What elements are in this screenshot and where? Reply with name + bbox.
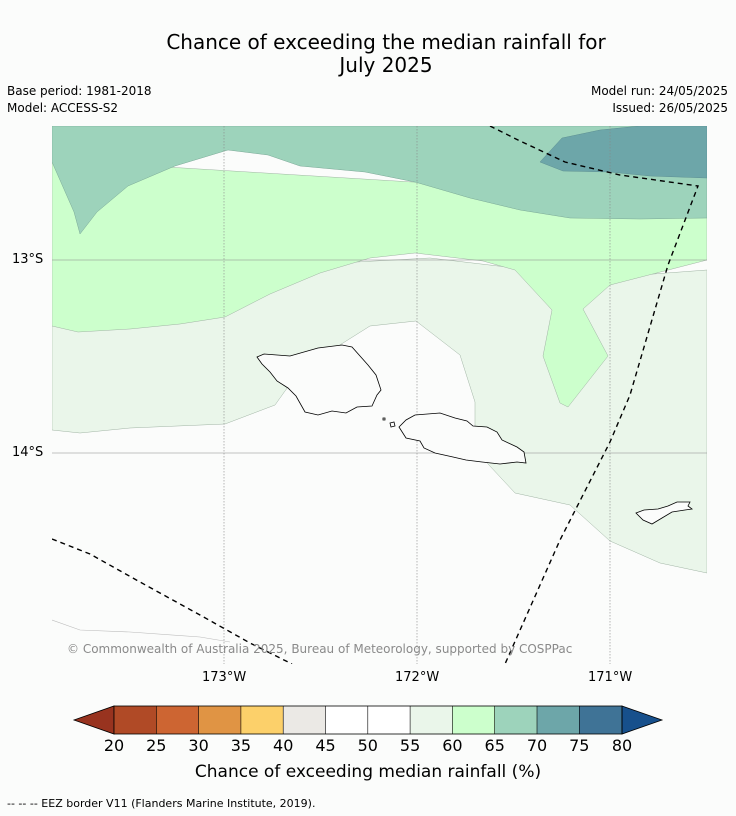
issued-date: Issued: 26/05/2025 (612, 101, 728, 115)
metadata-right: Model run: 24/05/2025 Issued: 26/05/2025 (591, 83, 728, 117)
lon-label-173w: 173°W (202, 670, 247, 685)
upolu-island (398, 412, 527, 465)
copyright-notice: © Commonwealth of Australia 2025, Bureau… (67, 642, 573, 656)
colorbar-tick: 80 (611, 736, 633, 755)
region-65-70 (52, 126, 707, 235)
colorbar-swatch-35-40 (240, 706, 284, 734)
colorbar-tick: 75 (569, 736, 590, 755)
base-period: Base period: 1981-2018 (7, 84, 152, 98)
colorbar-swatch-25-30 (156, 706, 199, 734)
region-60-65 (52, 159, 707, 408)
colorbar-swatch-20-25 (114, 706, 157, 734)
colorbar-swatch-55-60 (410, 706, 453, 734)
colorbar-tick: 60 (442, 736, 463, 755)
colorbar-swatch-70-75 (537, 706, 580, 734)
lon-label-172w: 172°W (395, 670, 440, 685)
chart-title: Chance of exceeding the median rainfall … (0, 31, 736, 77)
lon-label-171w: 171°W (588, 670, 633, 685)
colorbar-tick: 45 (315, 736, 336, 755)
lat-label-13s: 13°S (12, 252, 44, 267)
colorbar-swatch-75-80 (579, 706, 622, 734)
colorbar-tick: 40 (273, 736, 294, 755)
colorbar-tick: 30 (188, 736, 209, 755)
tutuila-island (635, 501, 694, 525)
model-run-date: Model run: 24/05/2025 (590, 84, 728, 98)
colorbar (72, 705, 664, 735)
graticule (52, 126, 707, 664)
colorbar-swatch-40-45 (283, 706, 326, 734)
colorbar-tick: 65 (484, 736, 505, 755)
colorbar-swatch-50-55 (367, 706, 411, 734)
colorbar-swatch-65-70 (494, 706, 537, 734)
lat-label-14s: 14°S (12, 445, 44, 460)
title-line-1: Chance of exceeding the median rainfall … (166, 30, 606, 54)
colorbar-tick: 55 (399, 736, 421, 755)
colorbar-tick: 25 (146, 736, 167, 755)
model-name: Model: ACCESS-S2 (7, 101, 119, 115)
colorbar-swatch-30-35 (198, 706, 241, 734)
region-70-75 (539, 126, 707, 179)
manono-island (389, 421, 396, 428)
apolima-island (382, 417, 386, 421)
colorbar-tick: 70 (526, 736, 548, 755)
colorbar-under-arrow (72, 705, 115, 735)
islands (256, 344, 694, 525)
colorbar-swatch-45-50 (325, 706, 368, 734)
colorbar-over-arrow (621, 705, 664, 735)
colorbar-tick: 35 (230, 736, 252, 755)
colorbar-tick: 20 (103, 736, 125, 755)
metadata-left: Base period: 1981-2018 Model: ACCESS-S2 (7, 83, 152, 117)
eez-border (52, 126, 699, 664)
colorbar-label: Chance of exceeding median rainfall (%) (194, 762, 542, 782)
title-line-2: July 2025 (339, 53, 433, 77)
colorbar-swatch-60-65 (452, 706, 495, 734)
savaii-island (256, 344, 382, 416)
colorbar-tick: 50 (357, 736, 378, 755)
eez-legend-note: -- -- -- EEZ border V11 (Flanders Marine… (7, 797, 316, 810)
contour-line (52, 619, 231, 643)
